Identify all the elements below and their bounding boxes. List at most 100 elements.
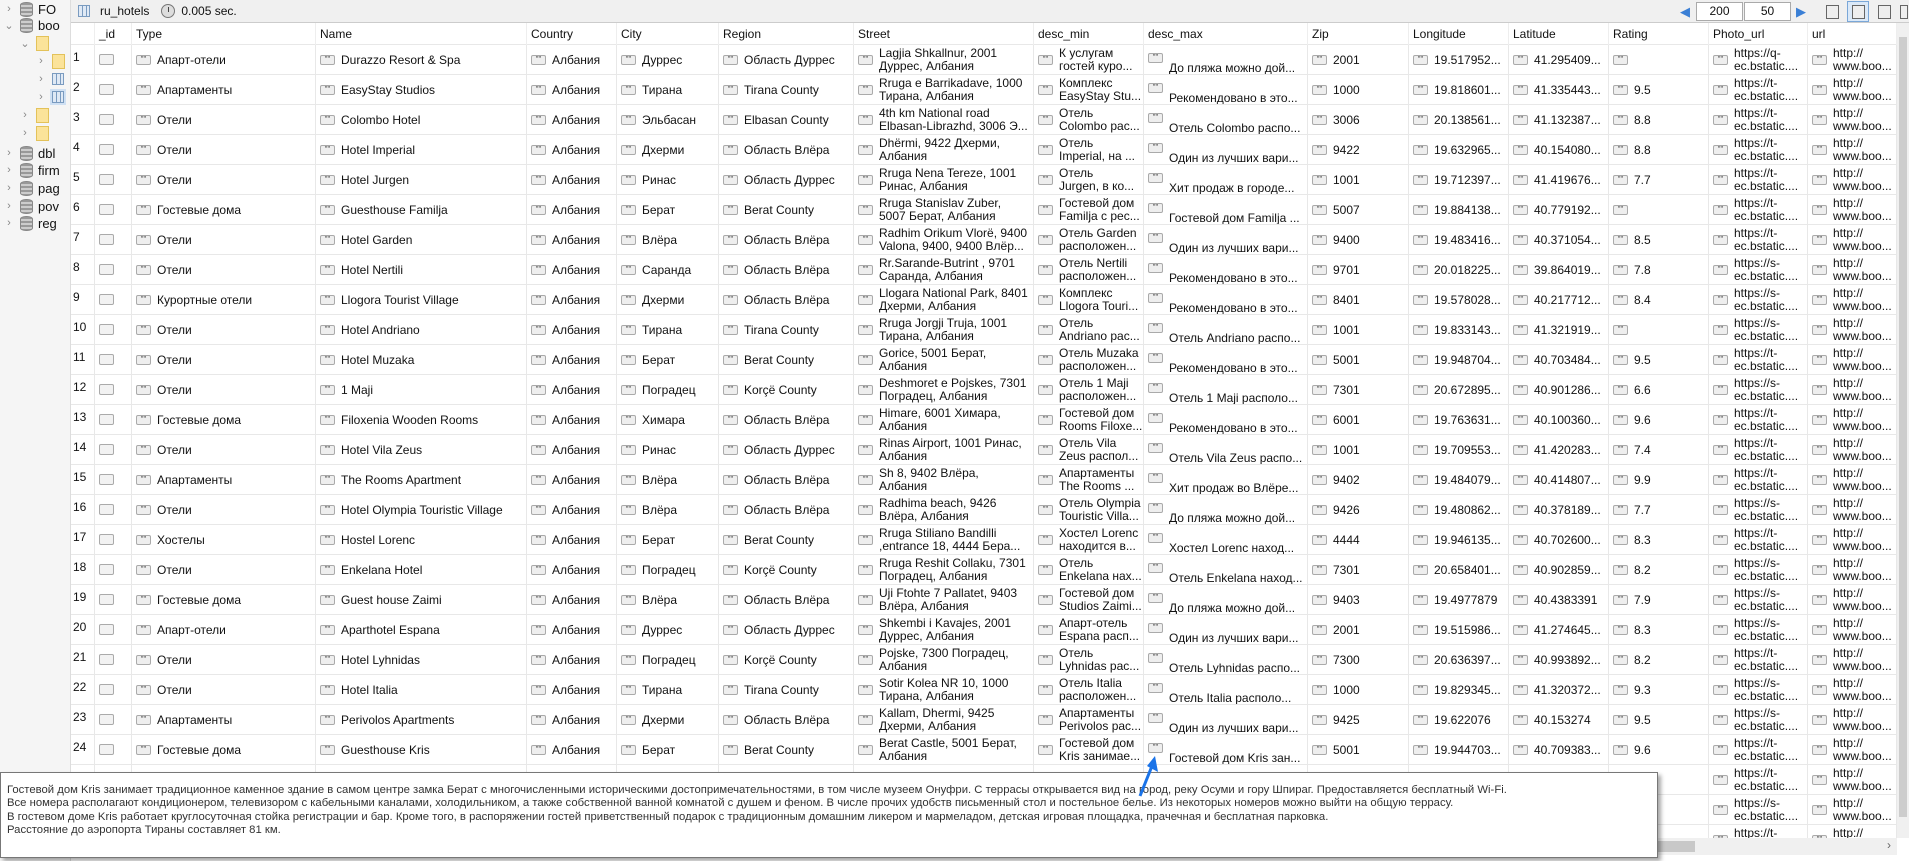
limit-input[interactable]: 50 (1744, 2, 1791, 21)
cell-city[interactable]: "" Тирана (617, 315, 719, 344)
edit-value-icon[interactable]: "" (1812, 114, 1827, 125)
edit-value-icon[interactable]: "" (531, 234, 546, 245)
table-row[interactable]: 11 "" Отели "" Hotel Muzaka "" Албания "" Берат "… (71, 345, 1897, 375)
edit-value-icon[interactable]: "" (1513, 144, 1528, 155)
edit-value-icon[interactable]: "" (1513, 534, 1528, 545)
cell-rating[interactable] (1609, 765, 1709, 794)
cell-zip[interactable]: "" 9400 (1308, 225, 1409, 254)
edit-value-icon[interactable]: "" (1613, 114, 1628, 125)
edit-value-icon[interactable]: "" (1148, 473, 1163, 483)
edit-value-icon[interactable]: "" (1413, 594, 1428, 605)
cell-zip[interactable]: "" 1001 (1308, 165, 1409, 194)
cell-type[interactable]: "" Гостевые дома (132, 405, 316, 434)
cell-country[interactable]: "" Албания (527, 555, 617, 584)
cell-name[interactable]: "" Hotel Jurgen (316, 165, 527, 194)
table-view-button[interactable] (1847, 1, 1869, 22)
cell-url[interactable]: "" http:// www.boo... (1808, 105, 1897, 134)
cell-region[interactable]: "" Область Дуррес (719, 615, 854, 644)
cell-_id[interactable] (95, 495, 132, 524)
chevron-right-icon[interactable]: › (39, 91, 43, 103)
cell-street[interactable]: "" Rinas Airport, 1001 Ринас, Албания (854, 435, 1034, 464)
edit-value-icon[interactable]: "" (1312, 744, 1327, 755)
cell-desc_min[interactable]: "" Отель Enkelana нах... (1034, 555, 1144, 584)
cell-zip[interactable]: "" 6001 (1308, 405, 1409, 434)
cell-desc_min[interactable]: "" Отель Garden расположен... (1034, 225, 1144, 254)
edit-value-icon[interactable]: "" (1148, 653, 1163, 663)
cell-photo_url[interactable]: "" https://t- ec.bstatic.... (1709, 825, 1808, 838)
edit-value-icon[interactable]: "" (1312, 264, 1327, 275)
edit-value-icon[interactable]: "" (1812, 474, 1827, 485)
column-header[interactable]: Longitude (1409, 23, 1509, 45)
cell-desc_min[interactable]: "" Отель Italia расположен... (1034, 675, 1144, 704)
chevron-down-icon[interactable]: ⌄ (20, 37, 30, 50)
cell-type[interactable]: "" Гостевые дома (132, 735, 316, 764)
cell-region[interactable]: "" Berat County (719, 195, 854, 224)
cell-url[interactable]: "" http:// www.boo... (1808, 615, 1897, 644)
cell-desc_min[interactable]: "" Отель 1 Maji расположен... (1034, 375, 1144, 404)
edit-value-icon[interactable]: "" (1812, 804, 1827, 815)
edit-value-icon[interactable]: "" (320, 264, 335, 275)
edit-value-icon[interactable]: "" (1038, 684, 1053, 695)
tree-node[interactable]: › (36, 70, 69, 88)
edit-value-icon[interactable]: "" (858, 54, 873, 65)
cell-rating[interactable]: "" 7.9 (1609, 585, 1709, 614)
edit-value-icon[interactable]: "" (1312, 414, 1327, 425)
edit-value-icon[interactable]: "" (1413, 114, 1428, 125)
cell-desc_max[interactable]: "" Рекомендовано в это... (1144, 405, 1308, 434)
cell-zip[interactable]: "" 9425 (1308, 705, 1409, 734)
edit-value-icon[interactable]: "" (858, 624, 873, 635)
tree-node[interactable]: › reg (4, 214, 57, 232)
edit-value-icon[interactable]: "" (621, 474, 636, 485)
cell-photo_url[interactable]: "" https://t- ec.bstatic.... (1709, 525, 1808, 554)
cell-desc_min[interactable]: "" Комплекс Llogora Touri... (1034, 285, 1144, 314)
cell-street[interactable]: "" Kallam, Dhermi, 9425 Дхерми, Албания (854, 705, 1034, 734)
cell-photo_url[interactable]: "" https://t- ec.bstatic.... (1709, 435, 1808, 464)
cell-url[interactable]: "" http:// www.boo... (1808, 45, 1897, 74)
edit-value-icon[interactable]: "" (1513, 354, 1528, 365)
cell-desc_min[interactable]: "" Апартаменты The Rooms ... (1034, 465, 1144, 494)
cell-photo_url[interactable]: "" https://t- ec.bstatic.... (1709, 135, 1808, 164)
tree-node[interactable]: › (36, 52, 70, 70)
edit-value-icon[interactable]: "" (723, 624, 738, 635)
edit-value-icon[interactable]: "" (1513, 714, 1528, 725)
edit-value-icon[interactable]: "" (621, 324, 636, 335)
cell-desc_max[interactable]: "" Отель Colombo распо... (1144, 105, 1308, 134)
cell-country[interactable]: "" Албания (527, 255, 617, 284)
cell-url[interactable]: "" http:// www.boo... (1808, 225, 1897, 254)
edit-value-icon[interactable]: "" (1713, 684, 1728, 695)
cell-street[interactable]: "" Rruga Stiliano Bandilli ,entrance 18, … (854, 525, 1034, 554)
cell-zip[interactable]: "" 9402 (1308, 465, 1409, 494)
edit-value-icon[interactable]: "" (1038, 654, 1053, 665)
edit-value-icon[interactable]: "" (1148, 443, 1163, 453)
edit-value-icon[interactable]: "" (320, 114, 335, 125)
edit-value-icon[interactable]: "" (1312, 354, 1327, 365)
object-id-button[interactable] (99, 114, 114, 125)
cell-city[interactable]: "" Эльбасан (617, 105, 719, 134)
edit-value-icon[interactable]: "" (320, 234, 335, 245)
cell-type[interactable]: "" Отели (132, 675, 316, 704)
cell-_id[interactable] (95, 255, 132, 284)
tree-node[interactable]: › (20, 124, 54, 142)
cell-type[interactable]: "" Отели (132, 495, 316, 524)
edit-value-icon[interactable]: "" (1713, 54, 1728, 65)
cell-street[interactable]: "" Shkembi i Kavajes, 2001 Дуррес, Албани… (854, 615, 1034, 644)
cell-name[interactable]: "" Hotel Olympia Touristic Village (316, 495, 527, 524)
cell-desc_min[interactable]: "" Отель Lyhnidas рас... (1034, 645, 1144, 674)
edit-value-icon[interactable]: "" (1513, 114, 1528, 125)
cell-zip[interactable]: "" 5001 (1308, 345, 1409, 374)
tree-node[interactable]: › (36, 88, 69, 106)
object-id-button[interactable] (99, 174, 114, 185)
edit-value-icon[interactable]: "" (858, 564, 873, 575)
cell-name[interactable]: "" Hotel Garden (316, 225, 527, 254)
cell-city[interactable]: "" Дхерми (617, 705, 719, 734)
cell-desc_min[interactable]: "" Отель Imperial, на ... (1034, 135, 1144, 164)
column-header[interactable]: desc_min (1034, 23, 1144, 45)
edit-value-icon[interactable]: "" (1713, 744, 1728, 755)
cell-longitude[interactable]: "" 19.578028... (1409, 285, 1509, 314)
edit-value-icon[interactable]: "" (531, 564, 546, 575)
edit-value-icon[interactable]: "" (136, 234, 151, 245)
cell-url[interactable]: "" http:// www.boo... (1808, 795, 1897, 824)
chevron-right-icon[interactable]: › (7, 147, 11, 159)
cell-name[interactable]: "" EasyStay Studios (316, 75, 527, 104)
cell-url[interactable]: "" http:// www.boo... (1808, 315, 1897, 344)
